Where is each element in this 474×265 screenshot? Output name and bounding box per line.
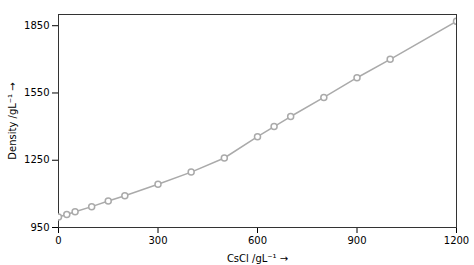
- svg-text:1250: 1250: [24, 154, 49, 165]
- svg-text:Density /gL⁻¹ →: Density /gL⁻¹ →: [7, 82, 18, 159]
- svg-text:300: 300: [148, 235, 167, 246]
- svg-text:CsCl /gL⁻¹ →: CsCl /gL⁻¹ →: [227, 253, 288, 264]
- svg-text:600: 600: [248, 235, 267, 246]
- svg-text:1200: 1200: [444, 235, 469, 246]
- svg-text:1550: 1550: [24, 87, 49, 98]
- svg-text:900: 900: [347, 235, 366, 246]
- svg-text:950: 950: [30, 222, 49, 233]
- svg-text:1850: 1850: [24, 20, 49, 31]
- svg-text:0: 0: [55, 235, 61, 246]
